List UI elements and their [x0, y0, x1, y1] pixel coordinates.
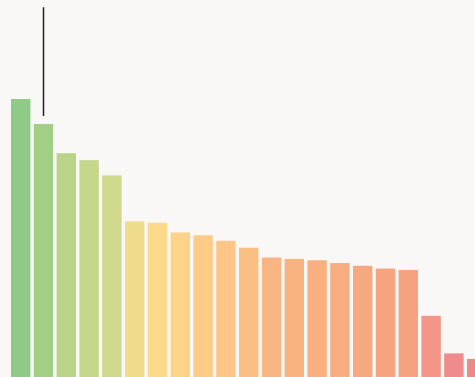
bar-2 — [33, 124, 54, 377]
bar-1 — [11, 99, 31, 377]
bar-18 — [398, 269, 418, 377]
bar-9 — [193, 235, 213, 377]
bar-3 — [56, 153, 76, 377]
bars-group — [11, 99, 475, 377]
bar-16 — [353, 265, 373, 377]
bar-20 — [444, 353, 464, 377]
bar-15 — [330, 263, 350, 377]
bar-11 — [239, 247, 259, 377]
bar-5 — [102, 175, 122, 377]
bar-12 — [261, 257, 282, 377]
bar-19 — [421, 315, 441, 377]
bar-10 — [216, 240, 236, 377]
bar-7 — [147, 222, 168, 377]
bar-21 — [467, 358, 475, 377]
bar-17 — [375, 268, 396, 377]
bar-13 — [284, 258, 304, 377]
bar-6 — [125, 221, 145, 377]
bar-8 — [170, 232, 190, 377]
bar-4 — [79, 160, 99, 377]
bar-14 — [307, 260, 327, 377]
